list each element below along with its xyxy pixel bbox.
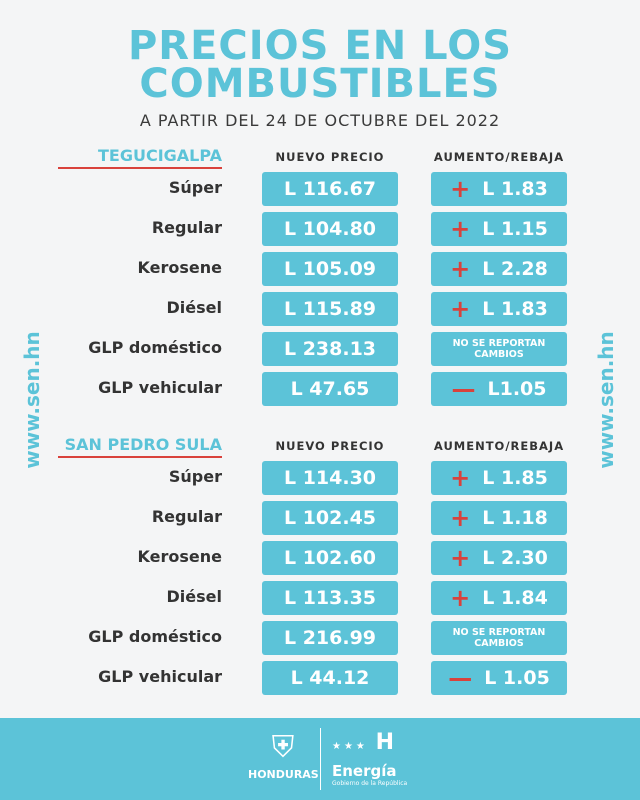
honduras-label: HONDURAS [248, 768, 319, 781]
title-line-2: COMBUSTIBLES [139, 61, 501, 107]
price-box: L 113.35 [262, 581, 398, 615]
change-value: NO SE REPORTAN CAMBIOS [452, 627, 546, 649]
fuel-row: Kerosene L 105.09 + L 2.28 [0, 252, 640, 286]
fuel-row: Regular L 104.80 + L 1.15 [0, 212, 640, 246]
price-box: L 102.60 [262, 541, 398, 575]
plus-icon: + [450, 215, 471, 243]
change-header: AUMENTO/REBAJA [433, 150, 565, 164]
energia-logo: ★★★ H Energía Gobierno de la República [332, 728, 407, 787]
change-value: L1.05 [487, 378, 547, 400]
price-box: L 47.65 [262, 372, 398, 406]
plus-icon: + [450, 504, 471, 532]
fuel-name: GLP doméstico [88, 338, 222, 357]
fuel-name: GLP doméstico [88, 627, 222, 646]
change-box: + L 1.15 [431, 212, 567, 246]
honduras-logo: ⛨ HONDURAS [248, 728, 319, 781]
change-box: + L 1.83 [431, 292, 567, 326]
new-price-header: NUEVO PRECIO [275, 439, 385, 453]
change-box: NO SE REPORTAN CAMBIOS [431, 332, 567, 366]
city-heading: TEGUCIGALPA [58, 146, 222, 169]
plus-icon: + [450, 255, 471, 283]
price-box: L 105.09 [262, 252, 398, 286]
energia-label: Energía [332, 762, 397, 780]
change-value: L 1.18 [482, 507, 548, 529]
fuel-name: Regular [151, 218, 222, 237]
change-value: L 2.30 [482, 547, 548, 569]
fuel-name: Regular [151, 507, 222, 526]
change-value: L 1.83 [482, 298, 548, 320]
fuel-name: GLP vehicular [98, 667, 222, 686]
fuel-name: GLP vehicular [98, 378, 222, 397]
change-box: + L 1.84 [431, 581, 567, 615]
footer: ⛨ HONDURAS ★★★ H Energía Gobierno de la … [0, 718, 640, 800]
subtitle: A PARTIR DEL 24 DE OCTUBRE DEL 2022 [139, 111, 501, 130]
title-line-1: PRECIOS EN LOS [127, 23, 513, 69]
change-box: + L 1.83 [431, 172, 567, 206]
fuel-row: GLP doméstico L 216.99 NO SE REPORTAN CA… [0, 621, 640, 655]
fuel-name: Súper [168, 467, 222, 486]
change-value: L 1.05 [484, 667, 550, 689]
change-value: NO SE REPORTAN CAMBIOS [452, 338, 546, 360]
price-box: L 238.13 [262, 332, 398, 366]
change-box: + L 1.18 [431, 501, 567, 535]
price-box: L 44.12 [262, 661, 398, 695]
plus-icon: + [450, 295, 471, 323]
plus-icon: + [450, 544, 471, 572]
price-box: L 115.89 [262, 292, 398, 326]
fuel-row: GLP doméstico L 238.13 NO SE REPORTAN CA… [0, 332, 640, 366]
plus-icon: + [450, 584, 471, 612]
change-value: L 1.83 [482, 178, 548, 200]
fuel-row: GLP vehicular L 44.12 — L 1.05 [0, 661, 640, 695]
change-box: + L 2.28 [431, 252, 567, 286]
change-box: — L 1.05 [431, 661, 567, 695]
fuel-row: Diésel L 113.35 + L 1.84 [0, 581, 640, 615]
coat-of-arms-icon: ⛨ [271, 730, 295, 765]
fuel-row: Súper L 116.67 + L 1.83 [0, 172, 640, 206]
fuel-name: Kerosene [137, 547, 222, 566]
fuel-row: Súper L 114.30 + L 1.85 [0, 461, 640, 495]
change-value: L 1.85 [482, 467, 548, 489]
fuel-name: Diésel [166, 587, 222, 606]
price-box: L 116.67 [262, 172, 398, 206]
change-box: NO SE REPORTAN CAMBIOS [431, 621, 567, 655]
change-box: + L 1.85 [431, 461, 567, 495]
fuel-row: Regular L 102.45 + L 1.18 [0, 501, 640, 535]
minus-icon: — [451, 375, 476, 403]
price-box: L 104.80 [262, 212, 398, 246]
minus-icon: — [448, 664, 473, 692]
city-heading: SAN PEDRO SULA [58, 435, 222, 458]
change-value: L 1.15 [482, 218, 548, 240]
price-box: L 216.99 [262, 621, 398, 655]
energia-sublabel: Gobierno de la República [332, 780, 408, 787]
change-value: L 2.28 [482, 258, 548, 280]
fuel-name: Kerosene [137, 258, 222, 277]
plus-icon: + [450, 175, 471, 203]
fuel-row: Diésel L 115.89 + L 1.83 [0, 292, 640, 326]
change-box: — L1.05 [431, 372, 567, 406]
change-header: AUMENTO/REBAJA [433, 439, 565, 453]
divider [320, 728, 321, 790]
fuel-name: Diésel [166, 298, 222, 317]
change-value: L 1.84 [482, 587, 548, 609]
fuel-row: Kerosene L 102.60 + L 2.30 [0, 541, 640, 575]
change-box: + L 2.30 [431, 541, 567, 575]
new-price-header: NUEVO PRECIO [275, 150, 385, 164]
fuel-row: GLP vehicular L 47.65 — L1.05 [0, 372, 640, 406]
price-box: L 102.45 [262, 501, 398, 535]
price-box: L 114.30 [262, 461, 398, 495]
fuel-name: Súper [168, 178, 222, 197]
stars-icon: ★★★ [332, 741, 368, 752]
energia-mark: ★★★ H [332, 730, 394, 755]
plus-icon: + [450, 464, 471, 492]
